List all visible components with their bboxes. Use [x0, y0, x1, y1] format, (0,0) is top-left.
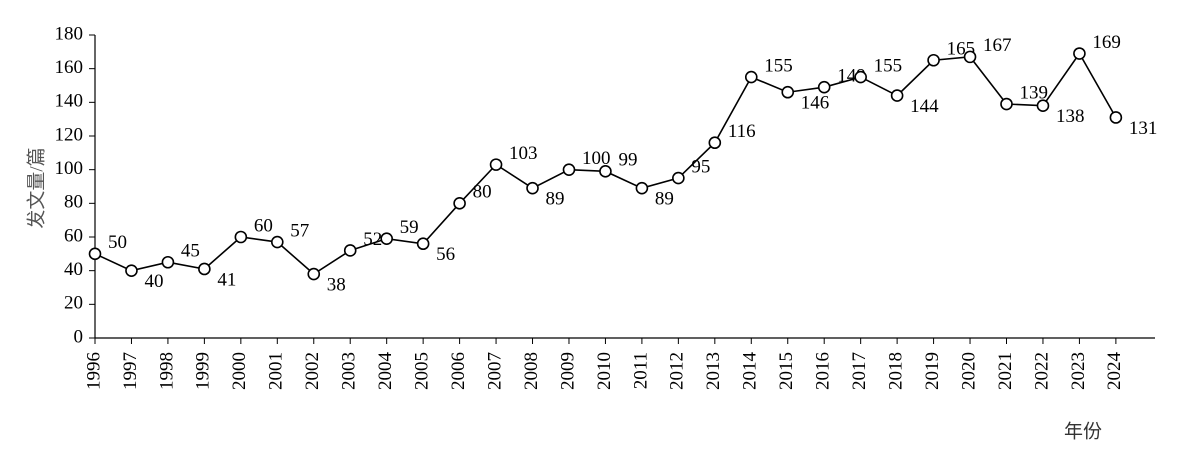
- x-tick-label: 2010: [594, 352, 615, 390]
- data-label: 38: [327, 274, 346, 295]
- point: [562, 163, 576, 176]
- data-label: 155: [764, 55, 793, 76]
- x-tick-label: 2014: [740, 352, 761, 391]
- x-tick-label: 2018: [885, 352, 906, 390]
- data-label: 103: [509, 143, 538, 164]
- point: [963, 50, 977, 64]
- data-label: 52: [363, 229, 382, 250]
- point: [744, 70, 758, 84]
- point: [307, 267, 321, 281]
- data-label: 89: [655, 189, 674, 210]
- point: [1000, 97, 1013, 111]
- x-tick-label: 1997: [120, 352, 141, 390]
- y-tick-label: 180: [55, 23, 84, 44]
- data-label: 50: [108, 232, 127, 253]
- x-tick-label: 2017: [849, 352, 870, 390]
- point: [343, 244, 357, 257]
- data-label: 45: [181, 241, 200, 262]
- y-tick-label: 120: [55, 124, 84, 145]
- x-tick-label: 2020: [958, 352, 979, 390]
- point: [453, 197, 466, 210]
- point: [817, 80, 831, 94]
- data-label: 80: [473, 182, 492, 203]
- x-tick-label: 2023: [1068, 352, 1089, 390]
- data-label: 59: [400, 217, 419, 238]
- point: [599, 165, 612, 178]
- x-tick-label: 2013: [703, 352, 724, 390]
- data-label: 99: [618, 150, 637, 171]
- point: [88, 247, 102, 261]
- point: [1036, 99, 1050, 112]
- point: [781, 85, 795, 99]
- x-tick-label: 2015: [776, 352, 797, 390]
- x-tick-label: 2004: [375, 352, 396, 391]
- y-tick-label: 20: [64, 293, 83, 314]
- x-tick-label: 1998: [156, 352, 177, 390]
- point: [380, 232, 393, 245]
- data-label: 167: [983, 35, 1012, 56]
- x-tick-label: 2012: [667, 352, 688, 390]
- data-label: 144: [910, 96, 939, 117]
- data-label: 155: [874, 55, 903, 76]
- y-tick-label: 80: [64, 192, 83, 213]
- point: [854, 70, 867, 84]
- x-tick-label: 2002: [302, 352, 323, 390]
- point: [672, 171, 685, 185]
- point: [708, 136, 722, 150]
- y-tick-label: 0: [74, 326, 84, 347]
- x-tick-label: 2007: [484, 352, 505, 390]
- y-axis-label: 发文量/篇: [25, 147, 47, 228]
- point: [489, 158, 503, 171]
- point: [161, 255, 175, 269]
- data-label: 169: [1092, 32, 1121, 53]
- x-tick-label: 2000: [229, 352, 250, 390]
- y-tick-label: 160: [55, 57, 84, 78]
- x-tick-label: 2001: [266, 352, 287, 390]
- x-tick-label: 2016: [813, 352, 834, 390]
- data-label: 100: [582, 148, 611, 169]
- y-tick-label: 40: [64, 259, 83, 280]
- point: [416, 237, 430, 251]
- y-tick-label: 140: [55, 91, 84, 112]
- point: [234, 230, 248, 244]
- x-tick-label: 2022: [1031, 352, 1052, 390]
- data-label: 116: [728, 121, 756, 142]
- data-label: 146: [801, 93, 830, 114]
- x-tick-label: 1999: [193, 352, 214, 390]
- data-label: 95: [691, 156, 710, 177]
- point: [1073, 47, 1086, 60]
- y-tick-label: 100: [55, 158, 84, 179]
- x-tick-label: 2021: [995, 352, 1016, 390]
- point: [270, 235, 284, 249]
- x-tick-label: 2006: [448, 352, 469, 390]
- point: [927, 53, 940, 67]
- x-tick-label: 2005: [411, 352, 432, 390]
- data-label: 41: [217, 269, 236, 290]
- point: [198, 262, 211, 276]
- point: [125, 264, 138, 277]
- data-label: 139: [1020, 82, 1049, 103]
- data-label: 131: [1129, 118, 1158, 139]
- x-tick-label: 1996: [83, 352, 104, 390]
- point: [526, 181, 539, 195]
- x-tick-label: 2003: [339, 352, 360, 390]
- point: [635, 181, 649, 195]
- x-tick-label: 2009: [557, 352, 578, 390]
- x-axis-label: 年份: [1064, 420, 1102, 442]
- data-label: 40: [144, 271, 163, 292]
- point: [1109, 111, 1123, 124]
- x-tick-label: 2019: [922, 352, 943, 390]
- x-tick-label: 2008: [521, 352, 542, 390]
- point: [890, 89, 904, 102]
- y-tick-label: 60: [64, 225, 83, 246]
- data-label: 60: [254, 215, 273, 236]
- x-tick-label: 2011: [630, 352, 651, 389]
- data-label: 138: [1056, 106, 1085, 127]
- data-label: 57: [290, 220, 309, 241]
- data-label: 89: [546, 189, 565, 210]
- data-label: 56: [436, 244, 455, 265]
- x-tick-label: 2024: [1104, 352, 1125, 391]
